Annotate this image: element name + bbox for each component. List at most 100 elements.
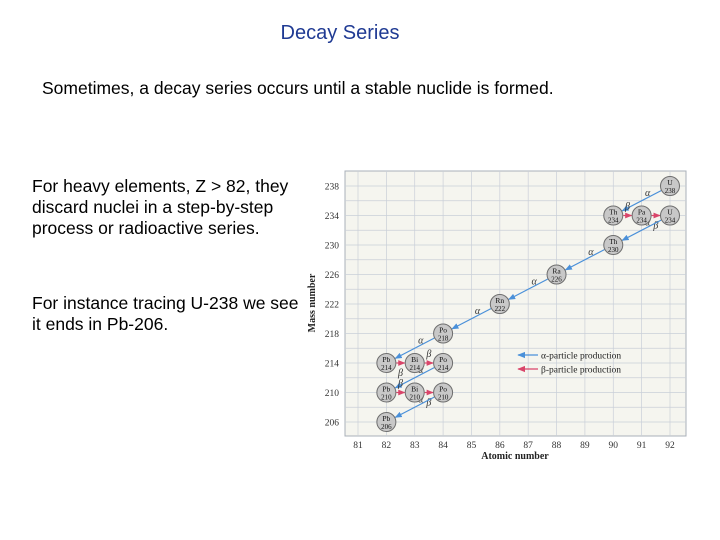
nuclide-circle <box>433 353 454 373</box>
beta-decay-label: β <box>624 202 630 213</box>
x-tick-label: 88 <box>552 441 562 451</box>
nuclide-symbol: Po <box>439 355 447 364</box>
x-tick-label: 86 <box>495 441 505 451</box>
beta-decay-label: β <box>652 221 658 232</box>
nuclide-symbol: Ra <box>552 267 561 276</box>
chart-legend: α-particle production β-particle product… <box>517 352 621 376</box>
y-tick-label: 234 <box>325 212 340 222</box>
nuclide-circle <box>404 382 425 403</box>
x-tick-label: 83 <box>410 441 420 451</box>
nuclide-mass: 218 <box>438 335 449 343</box>
nuclide-mass: 210 <box>438 394 449 402</box>
nuclide-mass: 210 <box>381 394 392 402</box>
slide-title: Decay Series <box>280 22 400 44</box>
nuclide-mass: 226 <box>551 276 562 284</box>
y-tick-label: 238 <box>325 183 340 193</box>
nuclide-symbol: Po <box>439 385 447 394</box>
nuclide-symbol: Rn <box>495 296 504 305</box>
paragraph-heavy-elements: For heavy elements, Z > 82, they discard… <box>32 176 289 238</box>
beta-decay-label: β <box>425 349 431 360</box>
decay-series-svg: 81 82 83 84 85 86 87 88 89 90 91 92 238 234 230 226 222 2… <box>307 170 687 462</box>
nuclide-circle <box>660 176 680 196</box>
x-tick-label: 90 <box>609 441 619 451</box>
alpha-decay-label: α <box>645 188 651 199</box>
x-tick-label: 82 <box>382 441 392 451</box>
x-tick-label: 87 <box>523 441 533 451</box>
nuclide-circle <box>404 353 425 373</box>
nuclide-circle <box>603 205 624 226</box>
nuclide-circle <box>376 353 397 373</box>
x-axis-label: Atomic number <box>481 451 549 462</box>
x-tick-label: 91 <box>637 441 647 451</box>
beta-decay-label: β <box>425 398 431 409</box>
alpha-decay-label: α <box>418 335 424 346</box>
x-tick-label: 85 <box>467 441 477 451</box>
nuclide-symbol: U <box>667 208 673 217</box>
alpha-decay-label: α <box>588 247 594 258</box>
alpha-decay-label: α <box>532 276 538 287</box>
legend-alpha-label: α-particle production <box>541 352 621 362</box>
nuclide-circle <box>433 382 454 403</box>
alpha-decay-label: α <box>475 306 481 317</box>
y-tick-label: 218 <box>325 330 340 340</box>
x-tick-label: 81 <box>353 441 363 451</box>
nuclide-mass: 238 <box>665 187 676 195</box>
y-tick-label: 226 <box>325 271 340 281</box>
y-axis-label: Mass number <box>307 273 318 332</box>
nuclide-circle <box>546 264 567 285</box>
alpha-decay-arrow <box>621 219 662 241</box>
nuclide-circle <box>660 205 680 226</box>
nuclide-symbol: Th <box>609 237 618 246</box>
decay-arrows: αββαααααββαββα <box>394 188 662 418</box>
nuclide-mass: 214 <box>381 364 392 372</box>
nuclide-symbol: Th <box>609 208 618 217</box>
nuclide-circle <box>631 205 652 226</box>
alpha-decay-arrow <box>394 367 435 389</box>
alpha-decay-arrow <box>564 249 605 271</box>
y-tick-label: 222 <box>325 301 340 311</box>
nuclide-circle <box>376 382 397 403</box>
nuclide-mass: 214 <box>409 364 420 372</box>
beta-decay-label: β <box>397 379 403 390</box>
nuclide-symbol: Bi <box>411 355 418 364</box>
nuclide-circle <box>433 323 454 344</box>
intro-text: Sometimes, a decay series occurs until a… <box>42 78 554 98</box>
nuclide-mass: 234 <box>665 217 676 225</box>
nuclide-symbol: Pb <box>382 355 390 364</box>
nuclide-mass: 230 <box>608 246 619 254</box>
alpha-decay-arrow <box>394 396 435 418</box>
decay-series-chart: 81 82 83 84 85 86 87 88 89 90 91 92 238 234 230 226 222 2… <box>305 165 690 465</box>
axis-ticks: 81 82 83 84 85 86 87 88 89 90 91 92 238 234 230 226 222 2… <box>325 183 675 452</box>
nuclide-symbol: Po <box>439 326 447 335</box>
y-tick-label: 206 <box>325 419 340 429</box>
alpha-decay-arrow <box>621 190 662 212</box>
nuclide-mass: 234 <box>636 217 647 225</box>
y-tick-label: 230 <box>325 242 340 252</box>
nuclide-mass: 206 <box>381 423 392 431</box>
nuclide-mass: 214 <box>438 364 449 372</box>
x-tick-label: 89 <box>580 441 590 451</box>
nuclide-circle <box>489 294 510 314</box>
nuclide-mass: 234 <box>608 217 619 225</box>
nuclide-symbol: Pa <box>638 208 646 217</box>
alpha-decay-arrow <box>508 278 548 300</box>
y-tick-label: 214 <box>325 360 340 370</box>
alpha-decay-arrow <box>451 308 492 330</box>
x-tick-label: 84 <box>438 441 448 451</box>
nuclide-mass: 210 <box>409 394 420 402</box>
